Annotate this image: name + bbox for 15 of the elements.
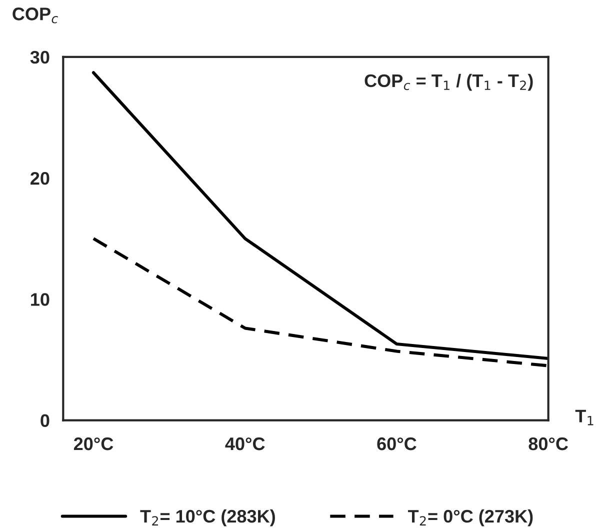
y-tick-label: 0: [40, 414, 50, 427]
x-tick-label: 60°C: [377, 437, 416, 450]
x-tick-label: 80°C: [528, 437, 568, 450]
text: COP$_{c}$ = T$_{1}$ / (T$_{1}$ - T$_{2}$): [364, 74, 533, 91]
legend-label: T$_{2}$= 0°C (273K): [408, 509, 533, 526]
y-tick-label: 10: [31, 293, 50, 306]
line-series: [92, 71, 548, 360]
x-axis-title: T$_{1}$: [575, 410, 594, 426]
y-axis-title: COP$_{c}$: [12, 8, 58, 24]
x-tick-label: 20°C: [74, 437, 114, 450]
y-tick-label: 20: [30, 172, 50, 185]
y-tick-label: 30: [30, 50, 50, 64]
x-tick-label: 40°C: [225, 437, 265, 450]
line-series: [92, 237, 548, 368]
legend-label: T$_{2}$= 10°C (283K): [140, 509, 275, 526]
